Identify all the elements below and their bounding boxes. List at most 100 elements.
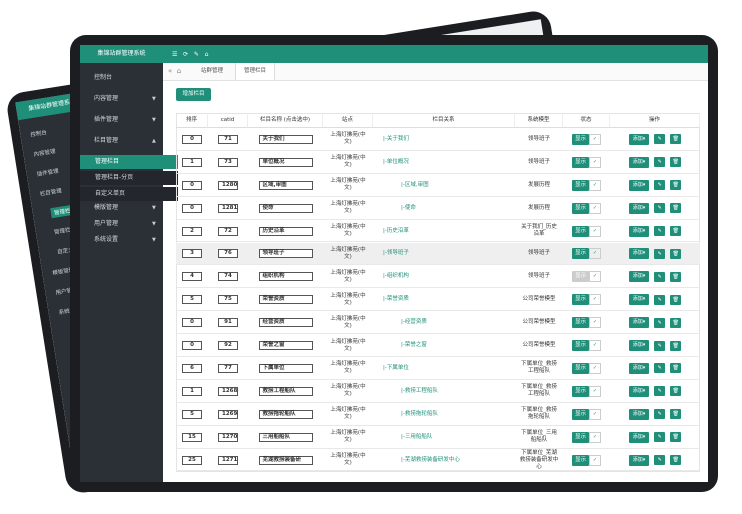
status-toggle[interactable]: 显示 <box>571 408 589 420</box>
name-input[interactable]: 救捞工程船队 <box>258 386 313 396</box>
relation[interactable]: |-经营资质 <box>401 319 427 326</box>
sort-input[interactable]: 0 <box>182 203 202 213</box>
edit-button[interactable]: ✎ <box>654 271 666 282</box>
status-toggle[interactable]: 显示 <box>571 179 589 191</box>
name-input[interactable]: 荣誉之窗 <box>258 341 313 351</box>
add-dropdown[interactable]: 添加▾ <box>628 156 650 168</box>
delete-button[interactable]: 🗑 <box>670 363 682 374</box>
add-dropdown[interactable]: 添加▾ <box>628 408 650 420</box>
sort-input[interactable]: 5 <box>182 409 202 419</box>
submenu-item[interactable]: 自定义单页 <box>80 187 178 201</box>
menu-item[interactable]: 内容管理 <box>94 95 119 102</box>
name-input[interactable]: 经营资质 <box>258 318 313 328</box>
sort-input[interactable]: 6 <box>182 363 202 373</box>
name-input[interactable]: 芜湖救捞装备研 <box>258 455 313 465</box>
relation[interactable]: |-三用船船队 <box>401 433 433 440</box>
status-toggle[interactable]: 显示 <box>571 248 589 260</box>
status-toggle[interactable]: 显示 <box>571 294 589 306</box>
relation[interactable]: |-荣誉之窗 <box>401 342 427 349</box>
sort-input[interactable]: 0 <box>182 318 202 328</box>
edit-button[interactable]: ✎ <box>654 203 666 214</box>
delete-button[interactable]: 🗑 <box>670 409 682 420</box>
edit-button[interactable]: ✎ <box>654 134 666 145</box>
relation[interactable]: |-单位概况 <box>383 158 409 165</box>
name-input[interactable]: 救捞拖轮船队 <box>258 409 313 419</box>
delete-button[interactable]: 🗑 <box>670 271 682 282</box>
delete-button[interactable]: 🗑 <box>670 203 682 214</box>
status-toggle[interactable]: 显示 <box>571 202 589 214</box>
add-dropdown[interactable]: 添加▾ <box>628 248 650 260</box>
sort-input[interactable]: 1 <box>182 157 202 167</box>
name-input[interactable]: 领导班子 <box>258 249 313 259</box>
delete-button[interactable]: 🗑 <box>670 317 682 328</box>
name-input[interactable]: 单位概况 <box>258 157 313 167</box>
edit-button[interactable]: ✎ <box>654 455 666 466</box>
menu-item[interactable]: 控制台 <box>94 74 113 81</box>
delete-button[interactable]: 🗑 <box>670 134 682 145</box>
sort-input[interactable]: 0 <box>182 134 202 144</box>
sort-input[interactable]: 4 <box>182 272 202 282</box>
add-dropdown[interactable]: 添加▾ <box>628 454 650 466</box>
name-input[interactable]: 区域,审图 <box>258 180 313 190</box>
relation[interactable]: |-荣誉资质 <box>383 296 409 303</box>
tab[interactable]: 站群管理 <box>201 68 224 74</box>
name-input[interactable]: 使命 <box>258 203 313 213</box>
name-input[interactable]: 三用船船队 <box>258 432 313 442</box>
menu-item[interactable]: 插件管理 <box>94 116 119 123</box>
submenu-item[interactable]: 管理栏目-分页 <box>80 171 178 185</box>
menu-item[interactable]: 用户管理 <box>94 220 119 227</box>
delete-button[interactable]: 🗑 <box>670 455 682 466</box>
status-toggle[interactable]: 显示 <box>571 431 589 443</box>
relation[interactable]: |-芜湖救捞装备研发中心 <box>401 456 460 463</box>
relation[interactable]: |-使命 <box>401 204 416 211</box>
add-dropdown[interactable]: 添加▾ <box>628 431 650 443</box>
sort-input[interactable]: 3 <box>182 249 202 259</box>
name-input[interactable]: 关于我们 <box>258 134 313 144</box>
menu-item[interactable]: 模版管理 <box>94 204 119 211</box>
menu-item[interactable]: 系统设置 <box>94 236 119 243</box>
name-input[interactable]: 组织机构 <box>258 272 313 282</box>
delete-button[interactable]: 🗑 <box>670 432 682 443</box>
relation[interactable]: |-组织机构 <box>383 273 409 280</box>
add-dropdown[interactable]: 添加▾ <box>628 294 650 306</box>
status-toggle[interactable]: 显示 <box>571 271 589 283</box>
relation[interactable]: |-救捞拖轮船队 <box>401 410 438 417</box>
edit-button[interactable]: ✎ <box>654 432 666 443</box>
edit-button[interactable]: ✎ <box>654 157 666 168</box>
add-dropdown[interactable]: 添加▾ <box>628 133 650 145</box>
add-dropdown[interactable]: 添加▾ <box>628 340 650 352</box>
edit-button[interactable]: ✎ <box>654 317 666 328</box>
add-dropdown[interactable]: 添加▾ <box>628 362 650 374</box>
delete-button[interactable]: 🗑 <box>670 294 682 305</box>
delete-button[interactable]: 🗑 <box>670 180 682 191</box>
relation[interactable]: |-历史沿革 <box>383 227 409 234</box>
sort-input[interactable]: 0 <box>182 180 202 190</box>
sort-input[interactable]: 0 <box>182 341 202 351</box>
add-dropdown[interactable]: 添加▾ <box>628 225 650 237</box>
add-dropdown[interactable]: 添加▾ <box>628 385 650 397</box>
add-dropdown[interactable]: 添加▾ <box>628 317 650 329</box>
edit-button[interactable]: ✎ <box>654 248 666 259</box>
sort-input[interactable]: 15 <box>182 432 202 442</box>
tab-nav[interactable]: « ⌂ <box>168 67 182 75</box>
delete-button[interactable]: 🗑 <box>670 340 682 351</box>
add-dropdown[interactable]: 添加▾ <box>628 202 650 214</box>
edit-button[interactable]: ✎ <box>654 386 666 397</box>
status-toggle[interactable]: 显示 <box>571 340 589 352</box>
sort-input[interactable]: 25 <box>182 455 202 465</box>
relation[interactable]: |-下属单位 <box>383 364 409 371</box>
add-dropdown[interactable]: 添加▾ <box>628 271 650 283</box>
edit-button[interactable]: ✎ <box>654 340 666 351</box>
status-toggle[interactable]: 显示 <box>571 454 589 466</box>
delete-button[interactable]: 🗑 <box>670 386 682 397</box>
status-toggle[interactable]: 显示 <box>571 362 589 374</box>
sort-input[interactable]: 5 <box>182 295 202 305</box>
add-button[interactable]: 增加栏目 <box>176 88 211 101</box>
edit-button[interactable]: ✎ <box>654 226 666 237</box>
status-toggle[interactable]: 显示 <box>571 225 589 237</box>
relation[interactable]: |-区域,审图 <box>401 181 429 188</box>
name-input[interactable]: 荣誉资质 <box>258 295 313 305</box>
header-icons[interactable]: ☰ ⟳ ✎ ⌂ <box>172 51 209 58</box>
relation[interactable]: |-救捞工程船队 <box>401 387 438 394</box>
status-toggle[interactable]: 显示 <box>571 133 589 145</box>
